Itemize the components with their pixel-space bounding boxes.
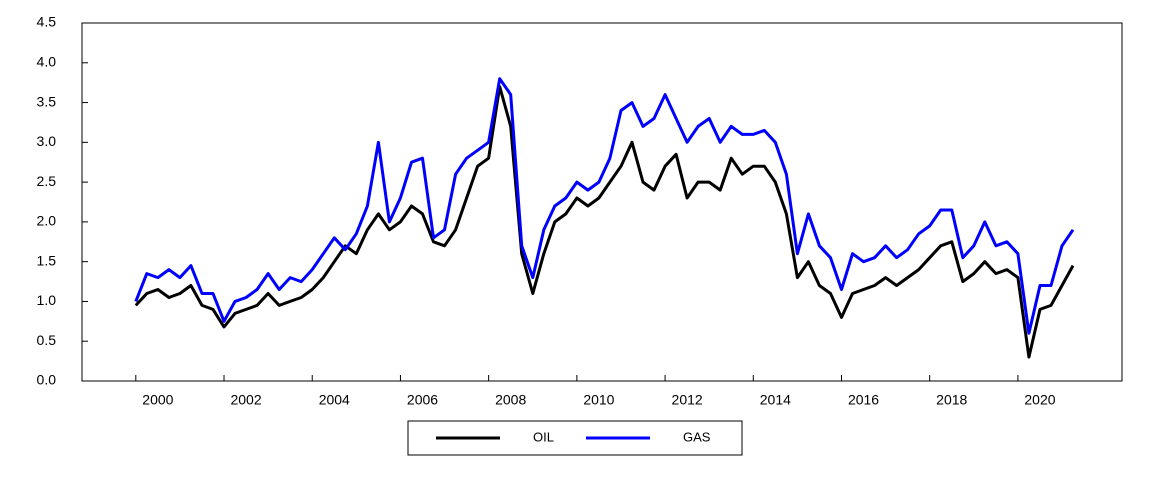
plot-frame [81, 22, 1123, 382]
x-tick-label: 2000 [142, 392, 173, 408]
series-line [134, 85, 1075, 359]
x-tick-label: 2004 [319, 392, 350, 408]
x-tick-label: 2006 [407, 392, 438, 408]
x-tick-label: 2008 [495, 392, 526, 408]
x-tick-label: 2020 [1024, 392, 1055, 408]
y-tick-label: 4.0 [37, 53, 57, 69]
x-tick-label: 2018 [936, 392, 967, 408]
legend-box [407, 420, 743, 456]
y-tick-label: 2.0 [37, 213, 57, 229]
y-tick-label: 2.5 [37, 173, 57, 189]
x-tick-label: 2014 [760, 392, 791, 408]
y-tick-label: 4.5 [37, 14, 57, 30]
y-tick-label: 3.5 [37, 93, 57, 109]
legend-label: GAS [683, 429, 711, 444]
x-tick-label: 2016 [848, 392, 879, 408]
y-tick-label: 1.0 [37, 292, 57, 308]
x-tick-label: 2012 [672, 392, 703, 408]
y-tick-label: 0.0 [37, 372, 57, 388]
y-tick-label: 0.5 [37, 332, 57, 348]
x-tick-label: 2002 [230, 392, 261, 408]
y-tick-label: 3.0 [37, 133, 57, 149]
x-tick-label: 2010 [583, 392, 614, 408]
y-tick-label: 1.5 [37, 252, 57, 268]
series-line [134, 77, 1075, 335]
legend-label: OIL [533, 429, 554, 444]
